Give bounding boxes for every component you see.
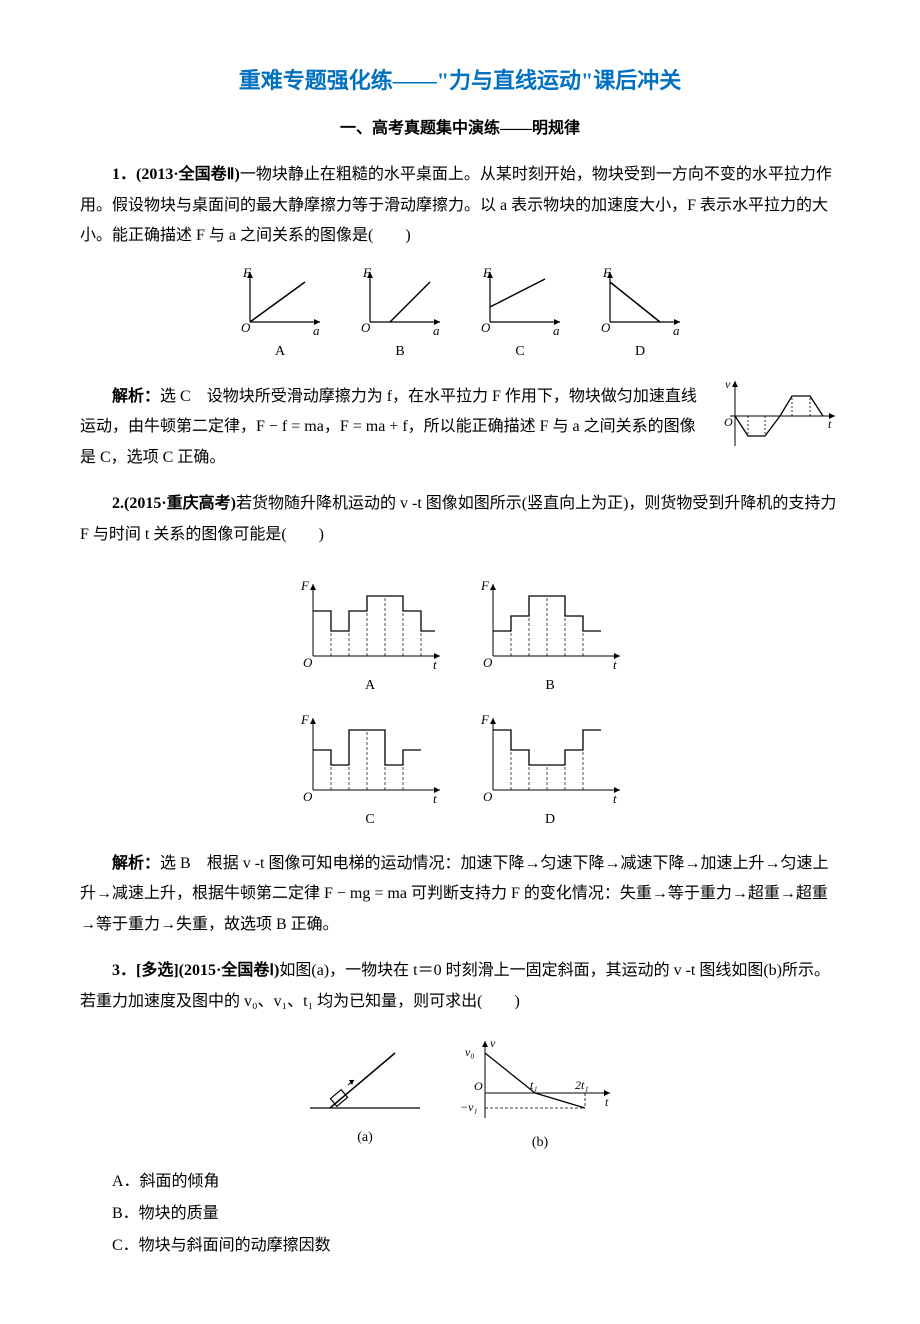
svg-text:O: O [481,320,491,335]
axis-F: F [242,267,252,280]
svg-text:O: O [303,655,313,670]
solution-label: 解析： [112,388,160,405]
svg-text:O: O [483,655,493,670]
q1-stem: 1．(2013·全国卷Ⅱ)一物块静止在粗糙的水平桌面上。从某时刻开始，物块受到一… [80,160,840,251]
page-title: 重难专题强化练——"力与直线运动"课后冲关 [80,60,840,102]
q2-label-B: B [475,673,625,700]
q2-chart-C: F t O C [295,710,445,834]
svg-text:t: t [605,1095,609,1109]
svg-text:t: t [613,791,617,805]
q3-t1: t₁ [530,1078,538,1092]
q2-chart-B: F t O B [475,576,625,700]
svg-text:F: F [480,712,490,727]
svg-text:O: O [601,320,611,335]
svg-text:O: O [724,415,733,429]
axis-a: a [313,323,320,337]
q3-option-B: B．物块的质量 [80,1199,840,1229]
q3-fig-b: v₀ −v₁ t₁ 2t₁ t v O (b) [460,1033,620,1157]
svg-text:a: a [553,323,560,337]
q2-vt-figure: t v O [720,376,840,451]
q2-label-A: A [295,673,445,700]
q3-t2: 2t₁ [575,1078,589,1092]
q1-chart-C: F a O C [475,267,565,366]
svg-text:F: F [300,578,310,593]
q1-label-C: C [475,339,565,366]
svg-text:t: t [433,791,437,805]
q2-source: 2.(2015·重庆高考) [112,495,236,512]
svg-text:F: F [480,578,490,593]
q1-chart-D: F a O D [595,267,685,366]
q1-charts: F a O A F a O B F a O C [80,267,840,366]
svg-text:O: O [483,789,493,804]
q2-stem: 2.(2015·重庆高考)若货物随升降机运动的 v -t 图像如图所示(竖直向上… [80,489,840,550]
q3-label-a: (a) [300,1125,430,1152]
origin: O [241,320,251,335]
q2-label-D: D [475,807,625,834]
q3-option-C: C．物块与斜面间的动摩擦因数 [80,1231,840,1261]
q2-charts-row1: F t O A F t O B [80,576,840,700]
svg-text:F: F [602,267,612,280]
svg-text:O: O [474,1079,483,1093]
svg-text:t: t [613,657,617,671]
q2-label-C: C [295,807,445,834]
svg-text:F: F [300,712,310,727]
q2-solution-text: 选 B 根据 v -t 图像可知电梯的运动情况：加速下降→匀速下降→减速下降→加… [80,855,828,933]
q2-chart-A: F t O A [295,576,445,700]
q3-label-b: (b) [460,1130,620,1157]
svg-text:O: O [361,320,371,335]
section-heading: 一、高考真题集中演练——明规律 [80,114,840,144]
q1-label-A: A [235,339,325,366]
q3-stem: 3．[多选](2015·全国卷Ⅰ)如图(a)，一物块在 t＝0 时刻滑上一固定斜… [80,956,840,1017]
svg-text:v: v [490,1036,496,1050]
q3-option-A: A．斜面的倾角 [80,1167,840,1197]
svg-text:F: F [482,267,492,280]
q2-charts-row2: F t O C F t O D [80,710,840,834]
q1-chart-B: F a O B [355,267,445,366]
svg-text:t: t [433,657,437,671]
svg-text:O: O [303,789,313,804]
q1-label-B: B [355,339,445,366]
q1-source: 1．(2013·全国卷Ⅱ) [112,166,240,183]
q3-source: 3．[多选](2015·全国卷Ⅰ) [112,962,279,979]
svg-text:F: F [362,267,372,280]
svg-text:t: t [828,417,832,431]
q1-chart-A: F a O A [235,267,325,366]
svg-text:a: a [433,323,440,337]
svg-text:a: a [673,323,680,337]
q3-fig-a: (a) [300,1033,430,1157]
solution-label-2: 解析： [112,855,160,872]
q2-solution: 解析：选 B 根据 v -t 图像可知电梯的运动情况：加速下降→匀速下降→减速下… [80,849,840,940]
q1-solution-text: 选 C 设物块所受滑动摩擦力为 f，在水平拉力 F 作用下，物块做匀加速直线运动… [80,388,697,466]
svg-text:v: v [725,377,731,391]
q2-chart-D: F t O D [475,710,625,834]
q3-figures: (a) v₀ −v₁ t₁ 2t₁ t v O (b) [80,1033,840,1157]
q3-v1: −v₁ [460,1100,478,1114]
q1-label-D: D [595,339,685,366]
q3-v0: v₀ [465,1045,475,1059]
